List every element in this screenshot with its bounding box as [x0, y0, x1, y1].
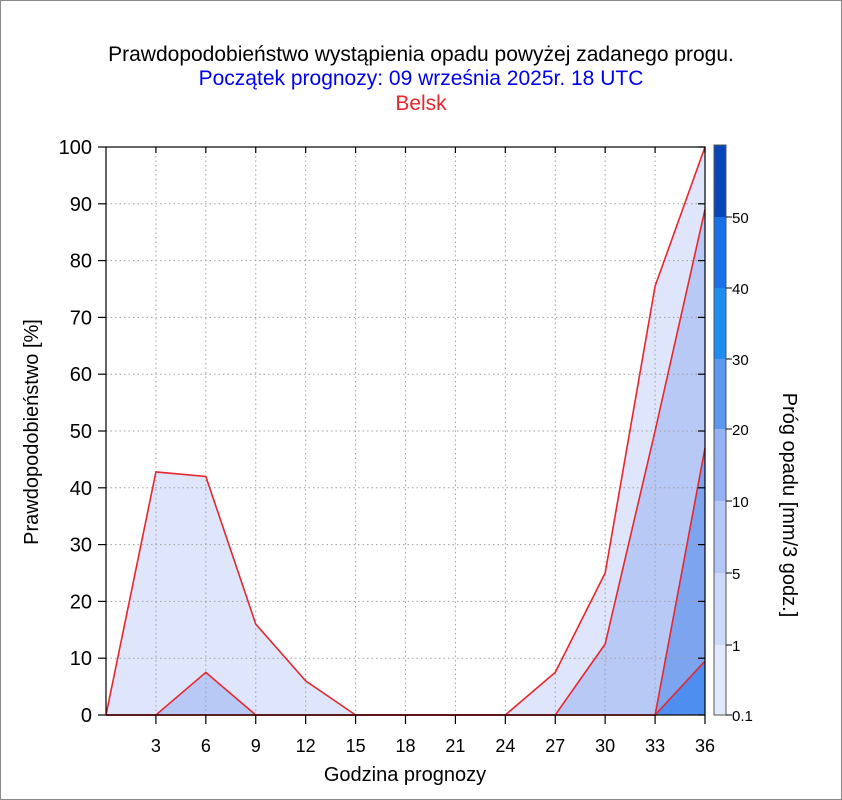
x-axis-label: Godzina prognozy: [324, 764, 486, 786]
colorbar-segment: [714, 145, 726, 217]
x-tick-label: 21: [445, 736, 465, 756]
x-tick-label: 24: [495, 736, 515, 756]
colorbar-tick-label: 0.1: [732, 708, 753, 725]
y-tick-label: 20: [70, 591, 92, 613]
y-tick-label: 70: [70, 307, 92, 329]
colorbar-tick-label: 30: [732, 352, 749, 369]
y-tick-label: 0: [81, 705, 92, 727]
x-tick-label: 18: [395, 736, 415, 756]
colorbar-label: Próg opadu [mm/3 godz.]: [778, 393, 800, 618]
x-tick-label: 27: [545, 736, 565, 756]
colorbar-tick-label: 20: [732, 422, 749, 439]
colorbar-segment: [714, 217, 726, 288]
y-tick-label: 40: [70, 478, 92, 500]
y-tick-label: 10: [70, 648, 92, 670]
y-tick-label: 80: [70, 251, 92, 273]
location-label: Belsk: [395, 92, 447, 115]
y-tick-label: 50: [70, 421, 92, 443]
y-tick-label: 30: [70, 535, 92, 557]
chart-title: Prawdopodobieństwo wystąpienia opadu pow…: [108, 43, 734, 66]
x-tick-label: 3: [151, 736, 161, 756]
y-axis-label: Prawdopodobieństwo [%]: [21, 319, 43, 545]
x-tick-label: 9: [251, 736, 261, 756]
x-tick-label: 33: [645, 736, 665, 756]
colorbar-segment: [714, 359, 726, 429]
colorbar-segment: [714, 288, 726, 359]
x-tick-label: 6: [201, 736, 211, 756]
x-tick-label: 36: [695, 736, 715, 756]
x-tick-label: 12: [296, 736, 316, 756]
y-tick-label: 100: [59, 137, 92, 159]
colorbar-tick-label: 5: [732, 566, 740, 583]
colorbar-tick-label: 10: [732, 494, 749, 511]
colorbar-segment: [714, 573, 726, 645]
x-tick-label: 30: [595, 736, 615, 756]
colorbar-tick-label: 1: [732, 638, 740, 655]
series-area-1: [106, 209, 705, 716]
y-tick-label: 60: [70, 364, 92, 386]
chart-subtitle: Początek prognozy: 09 września 2025r. 18…: [198, 67, 644, 90]
grid-lines: [106, 147, 705, 715]
colorbar-segment: [714, 501, 726, 573]
colorbar-tick-label: 40: [732, 281, 749, 298]
colorbar-segment: [714, 645, 726, 715]
colorbar: 0.1 1 5 10 20 30 40 50: [713, 144, 753, 725]
colorbar-segment: [714, 429, 726, 501]
x-tick-label: 15: [346, 736, 366, 756]
y-tick-label: 90: [70, 194, 92, 216]
colorbar-tick-label: 50: [732, 210, 749, 227]
colorbar-frame: [713, 144, 727, 716]
